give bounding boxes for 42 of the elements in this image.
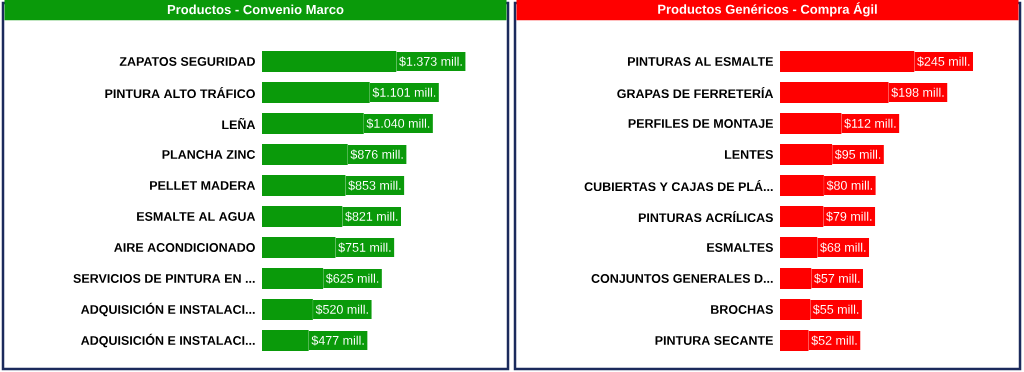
y-tick-label: PERFILES DE MONTAJE (628, 119, 773, 128)
y-tick-label: PELLET MADERA (150, 181, 256, 190)
data-label: $853 mill. (348, 180, 401, 191)
chart-title: Productos - Convenio Marco (167, 4, 344, 15)
y-tick-label: LENTES (725, 150, 773, 159)
data-label: $1.101 mill. (372, 87, 436, 98)
data-label: $55 mill. (813, 304, 859, 315)
y-tick-label: PINTURAS AL ESMALTE (628, 57, 773, 66)
data-label: $1.040 mill. (366, 118, 430, 129)
y-tick-label: PINTURA ALTO TRÁFICO (105, 86, 255, 99)
y-tick-label: ESMALTE AL AGUA (137, 212, 256, 221)
data-label: $821 mill. (345, 211, 398, 222)
data-label: $751 mill. (338, 242, 391, 253)
data-label: $245 mill. (917, 56, 970, 67)
y-tick-label: BROCHAS (711, 305, 773, 314)
y-tick-label: PINTURAS ACRÍLICAS (638, 210, 773, 223)
data-label: $68 mill. (820, 242, 866, 253)
data-label: $80 mill. (826, 180, 872, 191)
data-label: $95 mill. (834, 149, 881, 160)
y-tick-label: GRAPAS DE FERRETERÍA (617, 86, 774, 99)
data-label: $1.373 mill. (399, 56, 462, 67)
data-label: $477 mill. (311, 335, 364, 346)
data-label: $876 mill. (350, 149, 403, 160)
data-label: $198 mill. (891, 87, 944, 98)
y-tick-label: ESMALTES (707, 243, 773, 252)
y-tick-label: PLANCHA ZINC (162, 150, 256, 159)
y-tick-label: ADQUISICIÓN E INSTALACI... (81, 333, 255, 348)
y-tick-label: LEÑA (222, 117, 256, 130)
data-label: $625 mill. (325, 273, 379, 284)
y-tick-label: ADQUISICIÓN E INSTALACI... (81, 302, 255, 317)
data-label: $79 mill. (826, 211, 872, 222)
y-tick-label: AIRE ACONDICIONADO (114, 243, 255, 252)
y-tick-label: SERVICIOS DE PINTURA EN ... (73, 274, 255, 283)
chart-title: Productos Genéricos - Compra Ágil (658, 2, 877, 17)
y-tick-label: CUBIERTAS Y CAJAS DE PLÁ... (584, 179, 773, 192)
data-label: $520 mill. (315, 304, 368, 315)
data-label: $52 mill. (811, 335, 857, 346)
y-tick-label: PINTURA SECANTE (655, 336, 773, 345)
y-tick-label: CONJUNTOS GENERALES D... (591, 274, 773, 283)
data-label: $57 mill. (814, 273, 860, 284)
data-label: $112 mill. (844, 118, 896, 129)
y-tick-label: ZAPATOS SEGURIDAD (119, 57, 255, 66)
